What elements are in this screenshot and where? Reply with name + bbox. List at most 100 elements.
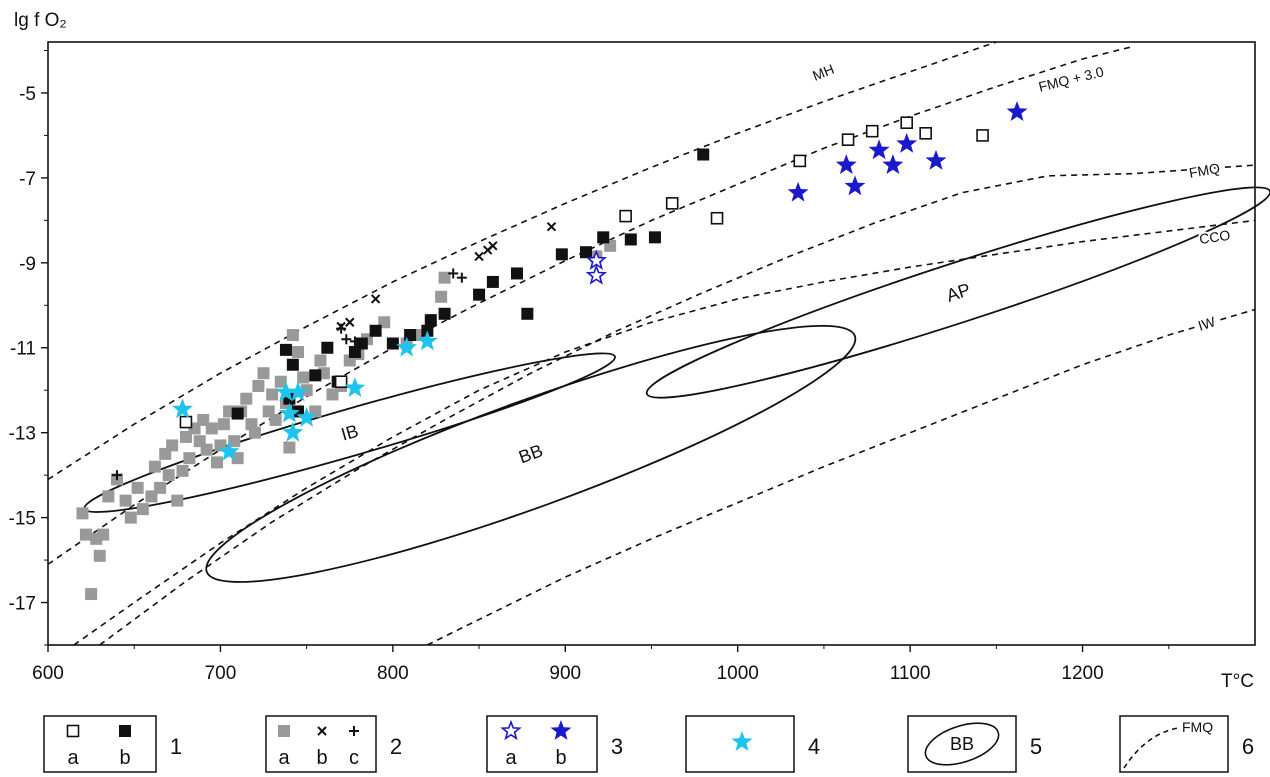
point-4 bbox=[296, 406, 318, 427]
point-2a bbox=[154, 481, 167, 494]
legend-item-5: 5 BB bbox=[907, 715, 1042, 773]
point-2a bbox=[292, 345, 305, 358]
legend-item-4: 4 bbox=[685, 715, 820, 773]
point-1b bbox=[555, 248, 568, 261]
curve-label-fmq: FMQ bbox=[1188, 160, 1222, 181]
point-4 bbox=[282, 421, 304, 442]
point-3b bbox=[787, 181, 809, 202]
curve-label-fmq-3-0: FMQ + 3.0 bbox=[1037, 63, 1106, 95]
y-tick-label: -7 bbox=[19, 169, 36, 190]
curve-label-cco: CCO bbox=[1198, 227, 1231, 247]
point-2a bbox=[314, 354, 327, 367]
legend-box bbox=[486, 715, 598, 773]
point-1a bbox=[179, 415, 193, 429]
point-2a bbox=[162, 469, 175, 482]
point-4 bbox=[416, 330, 438, 351]
point-1b bbox=[386, 337, 399, 350]
point-1b bbox=[286, 358, 299, 371]
buffer-curve-mh bbox=[48, 42, 997, 481]
legend-marker-3a bbox=[500, 719, 522, 741]
legend-marker-1b bbox=[119, 725, 131, 737]
point-2a bbox=[124, 511, 137, 524]
legend-sublabel-2a: a bbox=[278, 747, 290, 769]
point-1b bbox=[521, 307, 534, 320]
point-1b bbox=[697, 148, 710, 161]
legend-item-6: 6 FMQ bbox=[1119, 715, 1254, 773]
series-2c bbox=[111, 268, 467, 481]
legend-sublabel-3b: b bbox=[555, 747, 566, 769]
point-4 bbox=[344, 377, 366, 397]
plot-border bbox=[47, 41, 1256, 646]
point-3b bbox=[925, 149, 947, 170]
point-2c bbox=[349, 336, 360, 347]
point-1a bbox=[619, 209, 632, 223]
field-ap bbox=[645, 186, 1270, 399]
legend-marker-1a bbox=[66, 724, 80, 738]
legend-field-label: BB bbox=[950, 734, 974, 754]
y-tick-label: -17 bbox=[9, 594, 36, 615]
x-tick-label: 1100 bbox=[890, 663, 931, 684]
series-3b bbox=[787, 101, 1028, 202]
point-2a bbox=[148, 460, 161, 473]
point-2a bbox=[266, 388, 279, 401]
point-4 bbox=[278, 402, 300, 423]
y-tick-label: -13 bbox=[9, 424, 36, 445]
petrologic-fields: IB BB AP bbox=[83, 186, 1270, 583]
legend-marker-2c bbox=[349, 726, 359, 736]
field-bb bbox=[205, 324, 857, 583]
point-1b bbox=[438, 307, 451, 320]
y-axis-title: lg f O₂ bbox=[14, 10, 67, 31]
point-1b bbox=[486, 275, 499, 288]
legend-number: 2 bbox=[390, 734, 402, 759]
legend-marker-2b bbox=[317, 726, 327, 736]
point-2a bbox=[183, 452, 196, 465]
point-2a bbox=[210, 456, 223, 469]
data-points bbox=[76, 101, 1028, 601]
point-1a bbox=[865, 124, 879, 138]
point-2a bbox=[257, 367, 270, 380]
point-1b bbox=[279, 343, 292, 356]
point-3b bbox=[896, 132, 918, 153]
point-2a bbox=[245, 418, 258, 431]
legend-number: 4 bbox=[808, 734, 820, 759]
legend-sublabel-2c: c bbox=[349, 747, 359, 769]
point-1b bbox=[309, 369, 322, 382]
point-2a bbox=[435, 290, 448, 303]
point-1b bbox=[424, 314, 437, 327]
point-3b bbox=[868, 139, 890, 160]
axis-ticks: 600 700 800 900 1000 1100 1200 -5 -7 -9 -11 -13 -15 -… bbox=[9, 49, 1170, 684]
point-4 bbox=[396, 336, 418, 357]
legend-number: 1 bbox=[170, 734, 182, 759]
x-tick-label: 700 bbox=[205, 663, 237, 684]
series-1a bbox=[179, 116, 989, 429]
point-2a bbox=[85, 588, 98, 601]
point-2a bbox=[131, 481, 144, 494]
field-label-bb: BB bbox=[516, 440, 545, 467]
field-label-ap: AP bbox=[944, 279, 973, 305]
point-1b bbox=[231, 407, 244, 420]
point-2c bbox=[336, 323, 347, 334]
point-2b bbox=[370, 294, 381, 304]
legend-marker-4 bbox=[731, 731, 753, 751]
legend-item-2: 2 a b c bbox=[265, 715, 402, 773]
field-label-ib: IB bbox=[339, 421, 361, 445]
legend-box bbox=[43, 715, 157, 773]
point-2b bbox=[474, 251, 484, 262]
legend-item-1: 1 a b bbox=[43, 715, 182, 773]
legend-curve-sample bbox=[1123, 727, 1179, 769]
point-3b bbox=[844, 175, 866, 196]
point-1a bbox=[900, 116, 913, 129]
legend-number: 3 bbox=[611, 734, 623, 759]
point-2a bbox=[286, 329, 299, 342]
point-2a bbox=[76, 507, 89, 520]
point-2b bbox=[345, 317, 355, 327]
point-2a bbox=[438, 271, 451, 284]
point-2a bbox=[231, 452, 244, 465]
series-2a bbox=[76, 239, 617, 601]
x-tick-label: 900 bbox=[549, 663, 581, 684]
curve-label-iw: IW bbox=[1196, 313, 1218, 334]
point-2c bbox=[111, 470, 122, 481]
point-4 bbox=[218, 440, 240, 461]
